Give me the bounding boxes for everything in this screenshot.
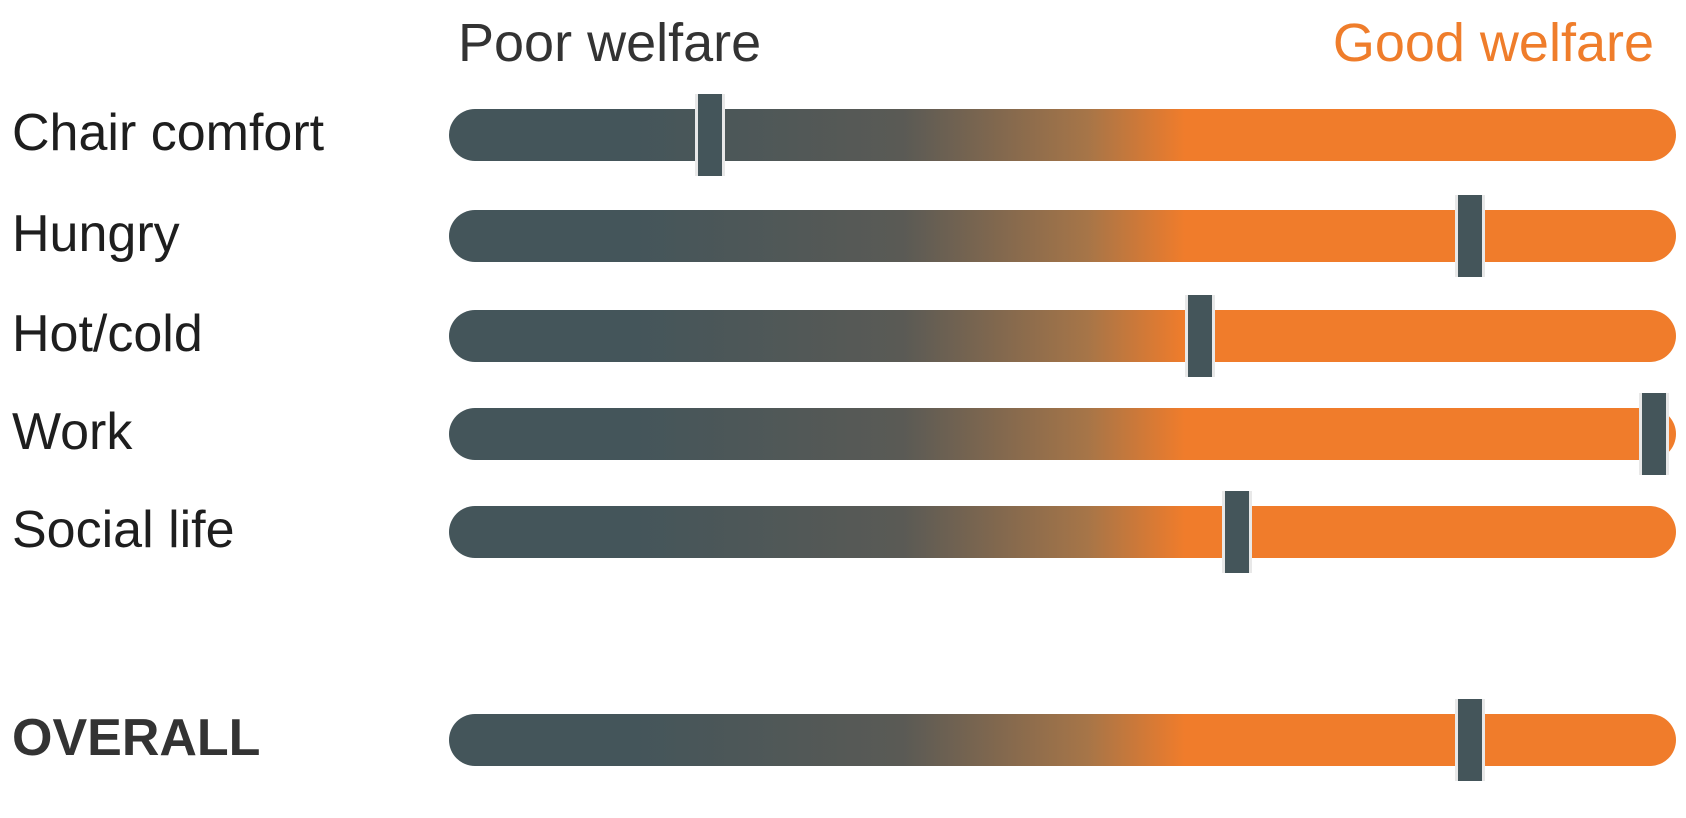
- scale-track-hot-cold: [449, 295, 1676, 377]
- row-label-chair-comfort: Chair comfort: [12, 104, 325, 162]
- scale-track-chair-comfort: [449, 94, 1676, 176]
- row-label-social-life: Social life: [12, 501, 235, 559]
- scale-marker-social-life: [1222, 491, 1253, 573]
- scale-track-work: [449, 393, 1676, 475]
- scale-gradient-overall: [449, 714, 1676, 766]
- scale-marker-hot-cold: [1185, 295, 1216, 377]
- good-welfare-label: Good welfare: [1332, 13, 1654, 73]
- row-label-hungry: Hungry: [12, 205, 180, 263]
- scale-marker-overall: [1455, 699, 1486, 781]
- scale-track-hungry: [449, 195, 1676, 277]
- scale-gradient-social-life: [449, 506, 1676, 558]
- scale-marker-work: [1639, 393, 1670, 475]
- scale-track-social-life: [449, 491, 1676, 573]
- poor-welfare-label: Poor welfare: [458, 13, 762, 73]
- row-label-work: Work: [12, 403, 133, 461]
- scale-track-overall: [449, 699, 1676, 781]
- scale-marker-chair-comfort: [694, 94, 725, 176]
- scale-gradient-work: [449, 408, 1676, 460]
- row-label-hot-cold: Hot/cold: [12, 305, 203, 363]
- scale-gradient-hungry: [449, 210, 1676, 262]
- scale-gradient-hot-cold: [449, 310, 1676, 362]
- row-label-overall: OVERALL: [12, 709, 261, 767]
- scale-marker-hungry: [1455, 195, 1486, 277]
- scale-gradient-chair-comfort: [449, 109, 1676, 161]
